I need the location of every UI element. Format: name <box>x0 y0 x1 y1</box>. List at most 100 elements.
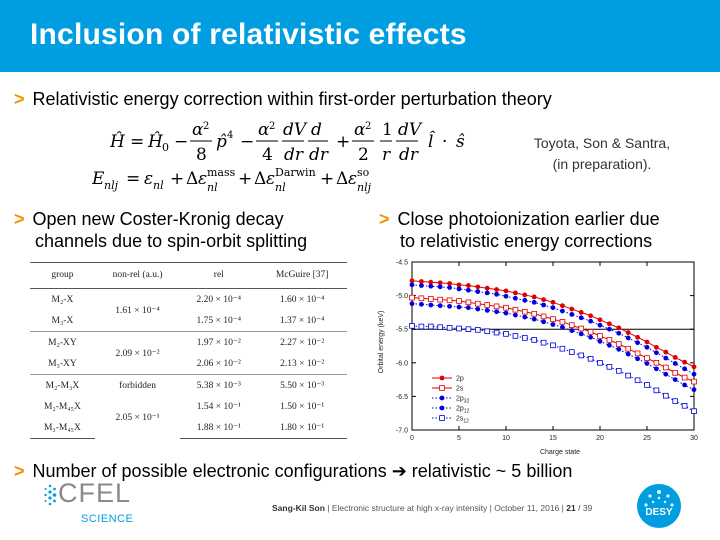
data-point <box>503 288 509 294</box>
data-point <box>691 364 697 370</box>
data-point <box>662 364 669 371</box>
data-point <box>428 323 434 330</box>
data-point <box>654 344 659 350</box>
svg-text:p̂: p̂ <box>216 132 227 152</box>
data-point <box>418 323 425 330</box>
data-point <box>466 305 471 311</box>
data-point <box>540 339 547 346</box>
data-point <box>559 319 566 325</box>
data-point <box>634 377 641 384</box>
data-point <box>428 279 434 285</box>
footer-total: / 39 <box>578 503 593 513</box>
table-header-row: group non-rel (a.u.) rel McGuire [37] <box>30 262 347 289</box>
data-point <box>456 304 462 310</box>
data-point <box>625 335 631 341</box>
data-point <box>654 350 659 356</box>
bullet-marker: > <box>14 209 25 229</box>
data-point <box>475 306 481 312</box>
cfel-logo: CFEL SCIENCE <box>44 478 144 528</box>
footer-date: October 11, 2016 <box>494 503 560 513</box>
data-point <box>513 295 518 301</box>
data-point <box>569 312 575 317</box>
cell-nonrel: 1.61 × 10⁻⁴ <box>115 305 160 316</box>
data-point <box>531 310 538 317</box>
data-point <box>521 335 528 341</box>
data-point <box>541 302 546 308</box>
svg-text:ε: ε <box>144 169 153 189</box>
data-point <box>682 359 687 365</box>
x-axis-label: Charge state <box>540 449 580 456</box>
data-point <box>475 327 481 333</box>
data-point <box>672 370 678 376</box>
data-point <box>456 282 462 288</box>
svg-text:−: − <box>240 132 254 152</box>
col-header-group: group <box>30 262 95 289</box>
data-point <box>456 325 462 332</box>
svg-text:l̂: l̂ <box>428 131 436 152</box>
svg-text:nl: nl <box>275 181 286 194</box>
data-point <box>409 294 415 301</box>
x-tick-label: 15 <box>549 435 557 442</box>
data-point <box>494 287 499 292</box>
cell-rel: 1.88 × 10⁻¹ <box>180 417 258 439</box>
data-point <box>522 314 528 320</box>
cell-nonrel: forbidden <box>94 374 181 396</box>
svg-text:Δ: Δ <box>336 169 348 189</box>
cell-mcguire: 1.37 × 10⁻⁴ <box>279 316 325 326</box>
svg-text:α: α <box>258 120 270 140</box>
desy-logo-text: DESY <box>645 507 673 518</box>
citation: Toyota, Son & Santra, (in preparation). <box>533 135 671 172</box>
data-point <box>419 283 424 288</box>
data-point <box>540 313 547 320</box>
data-point <box>560 303 565 309</box>
data-point <box>672 377 678 382</box>
svg-text:dV: dV <box>283 120 308 140</box>
data-point <box>494 291 499 297</box>
col-header-rel: rel <box>180 262 258 289</box>
data-point <box>578 331 584 337</box>
data-point <box>447 303 452 309</box>
footer-sep: | <box>489 503 495 513</box>
cell-rel: 1.75 × 10⁻⁴ <box>196 316 242 326</box>
data-point <box>681 374 688 381</box>
data-point <box>541 319 546 325</box>
data-point <box>493 329 500 336</box>
data-point <box>607 326 612 332</box>
x-tick-label: 25 <box>643 435 651 442</box>
data-point <box>597 338 603 344</box>
col-header-mcguire: McGuire [37] <box>257 262 347 289</box>
table-row: M₃-M₄₅X 1.88 × 10⁻¹ 1.80 × 10⁻¹ <box>30 417 347 439</box>
svg-text:d: d <box>311 120 322 140</box>
data-point <box>409 301 415 307</box>
data-point <box>465 326 472 333</box>
cell-group: M₃-XY <box>48 358 77 369</box>
data-point <box>634 350 641 357</box>
x-tick-label: 30 <box>690 435 698 442</box>
bullet-relativistic-correction: > Relativistic energy correction within f… <box>14 89 552 109</box>
data-point <box>597 360 603 366</box>
table-row: M₂-X 1.61 × 10⁻⁴ 2.20 × 10⁻⁴ 1.60 × 10⁻⁴ <box>30 289 347 316</box>
svg-text:nl: nl <box>153 179 164 192</box>
x-tick-label: 0 <box>410 435 414 442</box>
data-point <box>672 361 678 366</box>
desy-logo: DESY <box>636 483 682 529</box>
data-point <box>428 296 434 302</box>
cell-rel: 1.54 × 10⁻¹ <box>196 402 241 412</box>
data-point <box>418 295 425 302</box>
cell-mcguire: 1.50 × 10⁻¹ <box>280 402 325 412</box>
footer-author: Sang-Kil Son <box>272 503 325 513</box>
data-point <box>615 341 622 347</box>
svg-text:nlj: nlj <box>357 181 372 194</box>
table-row: M₂-M₃X forbidden 5.38 × 10⁻³ 5.50 × 10⁻³ <box>30 374 347 396</box>
svg-text:ε: ε <box>348 169 357 189</box>
data-point <box>663 355 669 361</box>
cell-mcguire: 1.80 × 10⁻¹ <box>257 417 347 439</box>
data-point <box>625 351 631 357</box>
legend-marker <box>439 375 445 381</box>
data-point <box>409 323 415 329</box>
cell-group: M₂-M₄₅X <box>43 401 81 412</box>
data-point <box>550 342 556 349</box>
svg-text:2: 2 <box>358 145 369 164</box>
cfel-logo-sub: SCIENCE <box>81 513 134 525</box>
